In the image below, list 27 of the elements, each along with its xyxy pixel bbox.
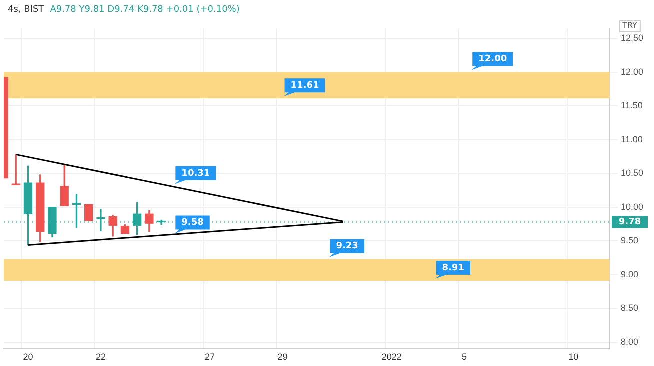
annotation: 8.91 bbox=[442, 263, 464, 274]
x-tick-label: 29 bbox=[278, 352, 288, 362]
annotation: 11.61 bbox=[290, 80, 320, 91]
x-tick-label: 10 bbox=[568, 352, 579, 362]
x-tick-label: 20 bbox=[23, 352, 34, 362]
x-tick-label: 2022 bbox=[382, 352, 402, 362]
y-tick-label: 11.50 bbox=[621, 100, 643, 111]
chart-title: 4s, BIST bbox=[8, 5, 44, 15]
y-tick-label: 12.00 bbox=[621, 66, 644, 77]
chart-subtitle: A9.78 Y9.81 D9.74 K9.78 +0.01 (+0.10%) bbox=[50, 5, 240, 15]
y-tick-label: 10.00 bbox=[621, 202, 644, 212]
y-tick-label: 9.00 bbox=[621, 269, 639, 280]
y-axis-title: TRY bbox=[622, 21, 638, 30]
y-tick-label: 12.50 bbox=[621, 33, 644, 44]
ref-line-label: 9.78 bbox=[618, 218, 642, 228]
annotation: 10.31 bbox=[182, 168, 210, 179]
y-tick-label: 8.00 bbox=[621, 336, 639, 347]
y-tick-label: 10.50 bbox=[621, 168, 644, 178]
x-tick-label: 27 bbox=[205, 352, 216, 362]
annotation: 12.00 bbox=[478, 54, 508, 65]
x-tick-label: 5 bbox=[462, 352, 468, 362]
x-tick-label: 22 bbox=[96, 352, 106, 362]
annotation: 9.23 bbox=[336, 242, 358, 252]
y-tick-label: 11.00 bbox=[621, 134, 643, 144]
annotation: 9.58 bbox=[182, 218, 204, 228]
y-tick-label: 8.50 bbox=[621, 303, 639, 314]
y-tick-label: 9.50 bbox=[621, 236, 639, 246]
